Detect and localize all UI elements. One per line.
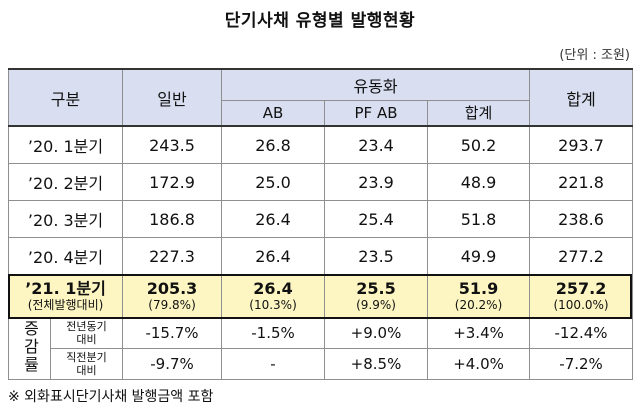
- header-row-1: 구분 일반 유동화 합계: [7, 68, 634, 127]
- header-total: 합계: [529, 68, 634, 127]
- cell-total: -12.4%: [529, 317, 634, 349]
- cell-subtotal: +4.0%: [427, 348, 531, 380]
- highlight-label-cell: ’21. 1분기 (전체발행대비): [7, 274, 124, 318]
- highlight-pfab-cell: 25.5 (9.9%): [324, 274, 429, 318]
- highlight-general: 205.3: [146, 279, 198, 298]
- cell-ab: -1.5%: [221, 317, 326, 349]
- header-subtotal: 합계: [427, 99, 531, 127]
- table-title: 단기사채 유형별 발행현황: [224, 11, 416, 31]
- highlight-label: ’21. 1분기: [25, 279, 106, 298]
- highlight-label-sub: (전체발행대비): [27, 298, 104, 312]
- cell-pfab: 23.5: [324, 237, 429, 275]
- highlight-subtotal: 51.9: [458, 279, 499, 298]
- cell-ab: -: [221, 348, 326, 380]
- row-label: ’20. 2분기: [7, 163, 124, 201]
- rate-yoy-label-cell: 전년동기 대비: [49, 317, 124, 349]
- rate-qoq-label-1: 직전분기: [66, 351, 107, 364]
- highlight-ab: 26.4: [253, 279, 293, 298]
- highlight-pfab: 25.5: [356, 279, 396, 298]
- rate-qoq-label-2: 대비: [76, 364, 97, 377]
- cell-total: 277.2: [529, 237, 634, 275]
- cell-subtotal: 50.2: [427, 125, 531, 164]
- highlight-total: 257.2: [555, 279, 607, 298]
- rate-header: 증감률: [20, 319, 40, 374]
- table-row: ’20. 4분기 227.3 26.4 23.5 49.9 277.2: [7, 237, 634, 275]
- table-row: ’20. 2분기 172.9 25.0 23.9 48.9 221.8: [7, 163, 634, 201]
- footnote: ※ 외화표시단기사채 발행금액 포함: [8, 389, 214, 405]
- cell-ab: 26.4: [221, 200, 326, 238]
- highlight-total-pct: (100.0%): [553, 298, 609, 312]
- rate-yoy-label-2: 대비: [76, 333, 97, 346]
- highlight-subtotal-cell: 51.9 (20.2%): [427, 274, 531, 318]
- issuance-table: 구분 일반 유동화 합계 AB PF AB 합계 ’20. 1분기 243.5 …: [7, 68, 634, 380]
- cell-pfab: 23.9: [324, 163, 429, 201]
- rate-row-yoy: 증감률 전년동기 대비 -15.7% -1.5% +9.0% +3.4% -12…: [8, 317, 634, 380]
- header-liquidity: 유동화: [221, 68, 531, 101]
- cell-general: 172.9: [122, 163, 223, 201]
- cell-ab: 26.8: [221, 125, 326, 164]
- highlight-pfab-pct: (9.9%): [356, 298, 396, 312]
- cell-total: 293.7: [529, 125, 634, 164]
- cell-ab: 25.0: [221, 163, 326, 201]
- row-label: ’20. 3분기: [7, 200, 124, 238]
- table-row: ’20. 3분기 186.8 26.4 25.4 51.8 238.6: [7, 200, 634, 238]
- cell-subtotal: 51.8: [427, 200, 531, 238]
- row-label: ’20. 4분기: [7, 237, 124, 275]
- highlight-ab-cell: 26.4 (10.3%): [221, 274, 326, 318]
- cell-subtotal: +3.4%: [427, 317, 531, 349]
- row-label: ’20. 1분기: [7, 125, 124, 164]
- table-row: ’20. 1분기 243.5 26.8 23.4 50.2 293.7: [7, 125, 634, 164]
- header-general: 일반: [122, 68, 223, 127]
- cell-general: 186.8: [122, 200, 223, 238]
- highlight-general-pct: (79.8%): [148, 298, 196, 312]
- rate-qoq-label-cell: 직전분기 대비: [49, 348, 124, 380]
- highlight-subtotal-pct: (20.2%): [454, 298, 503, 312]
- header-row-2: AB PF AB 합계: [8, 99, 633, 127]
- cell-pfab: 25.4: [324, 200, 429, 238]
- cell-general: 243.5: [122, 125, 223, 164]
- highlight-total-cell: 257.2 (100.0%): [529, 274, 634, 318]
- cell-pfab: +8.5%: [324, 348, 429, 380]
- header-category: 구분: [7, 68, 124, 127]
- header-pfab: PF AB: [324, 99, 429, 127]
- cell-pfab: +9.0%: [324, 317, 429, 349]
- cell-total: 221.8: [529, 163, 634, 201]
- rate-yoy-label-1: 전년동기: [66, 320, 107, 333]
- cell-total: 238.6: [529, 200, 634, 238]
- rate-row-qoq: 직전분기 대비 -9.7% - +8.5% +4.0% -7.2%: [9, 348, 634, 380]
- cell-total: -7.2%: [529, 348, 634, 380]
- highlight-row: ’21. 1분기 (전체발행대비) 205.3 (79.8%) 26.4 (10…: [7, 274, 634, 318]
- cell-pfab: 23.4: [324, 125, 429, 164]
- rate-header-cell: 증감률: [8, 317, 51, 380]
- cell-general: -9.7%: [122, 348, 223, 380]
- unit-label: (단위 : 조원): [559, 48, 630, 63]
- cell-ab: 26.4: [221, 237, 326, 275]
- header-ab: AB: [221, 99, 326, 127]
- cell-general: 227.3: [122, 237, 223, 275]
- highlight-general-cell: 205.3 (79.8%): [122, 274, 223, 318]
- cell-general: -15.7%: [122, 317, 223, 349]
- highlight-ab-pct: (10.3%): [249, 298, 297, 312]
- cell-subtotal: 48.9: [427, 163, 531, 201]
- cell-subtotal: 49.9: [427, 237, 531, 275]
